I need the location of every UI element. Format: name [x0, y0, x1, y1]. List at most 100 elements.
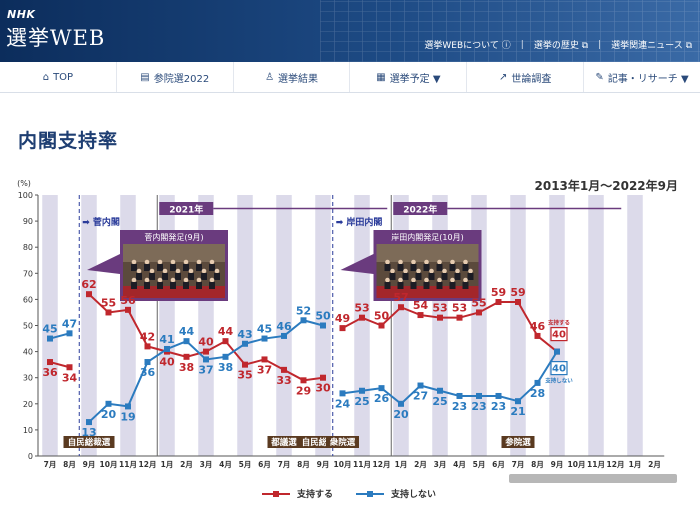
chart-scrollbar[interactable]: [509, 474, 677, 483]
y-tick-label: 30: [23, 374, 33, 383]
data-label-support: 53: [432, 302, 447, 315]
x-tick-label: 8月: [531, 460, 544, 469]
header-link-about[interactable]: 選挙WEBについて ⓘ: [424, 41, 511, 51]
x-tick-label: 11月: [119, 460, 137, 469]
nav-item-polls[interactable]: ↗ 世論調査: [467, 62, 585, 92]
data-label-nonsupport: 45: [42, 323, 57, 336]
photo-person-head: [157, 259, 163, 265]
data-label-support: 40: [159, 356, 175, 369]
data-point-support: [320, 374, 326, 381]
photo-person-head: [411, 277, 416, 283]
photo-caption: 岸田内閣発足(10月): [391, 232, 463, 242]
data-point-nonsupport: [300, 317, 307, 324]
header-link-history[interactable]: 選挙の歴史 ⧉: [533, 41, 589, 51]
data-label-support: 50: [374, 310, 390, 323]
photo-image-wall: [376, 244, 479, 262]
photo-person-head: [183, 277, 189, 283]
data-point-support: [105, 309, 112, 316]
x-tick-label: 9月: [551, 460, 564, 469]
data-label-support: 53: [354, 302, 369, 315]
nav-item-top[interactable]: ⌂ TOP: [0, 62, 117, 92]
photo-person-head: [188, 268, 194, 274]
data-point-nonsupport: [47, 335, 53, 342]
data-point-support: [66, 364, 73, 371]
data-point-nonsupport: [203, 356, 209, 363]
photo-person-body: [131, 282, 137, 289]
y-tick-label: 90: [23, 217, 33, 226]
nhk-logo[interactable]: NHK: [7, 8, 36, 21]
x-tick-label: 12月: [607, 460, 625, 469]
data-label-nonsupport: 38: [218, 361, 233, 374]
photo-person-body: [462, 282, 469, 289]
header-link-news[interactable]: 選挙関連ニュース ⧉: [611, 41, 692, 51]
x-tick-label: 4月: [453, 460, 466, 469]
x-tick-label: 6月: [492, 460, 505, 469]
data-label-support: 38: [179, 361, 194, 374]
month-band: [510, 195, 526, 456]
header-divider: |: [598, 39, 602, 50]
data-point-support: [47, 359, 53, 366]
nav-item-schedule[interactable]: ▦ 選挙予定 ▼: [350, 62, 468, 92]
nav-item-election-2022[interactable]: ▤ 参院選2022: [117, 62, 234, 92]
data-point-support: [359, 314, 365, 321]
document-icon: ▤: [140, 71, 150, 83]
data-point-support: [144, 343, 151, 350]
photo-caption: 菅内閣発足(9月): [144, 232, 203, 242]
y-tick-label: 80: [23, 243, 33, 252]
data-label-support: 37: [257, 363, 272, 376]
data-label-support: 49: [335, 312, 350, 325]
photo-person-body: [157, 282, 163, 289]
y-tick-label: 20: [23, 400, 33, 409]
nav-item-results[interactable]: ♙ 選挙結果: [234, 62, 351, 92]
data-label-support: 56: [120, 294, 136, 307]
x-tick-label: 10月: [100, 460, 118, 469]
photo-person-head: [411, 259, 416, 265]
data-point-nonsupport: [534, 379, 541, 386]
nav-item-label: TOP: [53, 71, 74, 83]
event-marker-label: 都議選: [270, 437, 297, 448]
data-label-nonsupport: 23: [452, 400, 467, 413]
nav-item-label: 参院選2022: [153, 73, 210, 85]
data-point-nonsupport: [125, 403, 131, 410]
data-point-nonsupport: [261, 335, 268, 342]
photo-person-head: [183, 259, 189, 265]
y-tick-label: 70: [23, 269, 33, 278]
y-tick-label: 50: [23, 322, 33, 331]
month-band: [627, 195, 643, 456]
x-tick-label: 5月: [473, 460, 486, 469]
data-label-nonsupport: 45: [257, 323, 272, 336]
data-point-nonsupport: [456, 392, 463, 399]
nav-item-articles[interactable]: ✎ 記事・リサーチ ▼: [584, 62, 700, 92]
year-label-box: [393, 202, 448, 215]
data-label-support: 40: [198, 336, 214, 349]
x-tick-label: 9月: [83, 460, 96, 469]
photo-person-body: [423, 282, 430, 289]
event-marker-box: [267, 436, 301, 448]
trend-icon: ↗: [499, 71, 508, 83]
y-tick-label: 10: [23, 426, 33, 435]
series-line-support: [49, 361, 70, 369]
photo-person-head: [162, 268, 168, 274]
data-label-nonsupport: 25: [432, 395, 447, 408]
month-band: [81, 195, 97, 456]
x-tick-label: 8月: [63, 460, 76, 469]
photo-person-body: [175, 273, 181, 280]
data-label-support: 55: [471, 296, 486, 309]
data-point-support: [417, 312, 424, 319]
data-label-support: 34: [62, 371, 78, 384]
photo-person-body: [144, 264, 150, 271]
x-tick-label: 7月: [44, 460, 57, 469]
photo-person-body: [214, 273, 220, 280]
data-label-nonsupport: 50: [315, 310, 331, 323]
data-label-nonsupport: 44: [179, 325, 195, 338]
x-tick-label: 12月: [373, 460, 391, 469]
photo-person-body: [149, 273, 155, 280]
data-label-support: 42: [140, 330, 155, 343]
photo-person-head: [157, 277, 163, 283]
site-logo[interactable]: 選挙WEB: [6, 26, 106, 50]
data-point-nonsupport: [281, 332, 287, 339]
photo-person-body: [449, 264, 456, 271]
photo-callout-pointer: [87, 254, 120, 274]
x-tick-label: 4月: [219, 460, 232, 469]
nav-item-label: 選挙結果: [278, 73, 319, 85]
